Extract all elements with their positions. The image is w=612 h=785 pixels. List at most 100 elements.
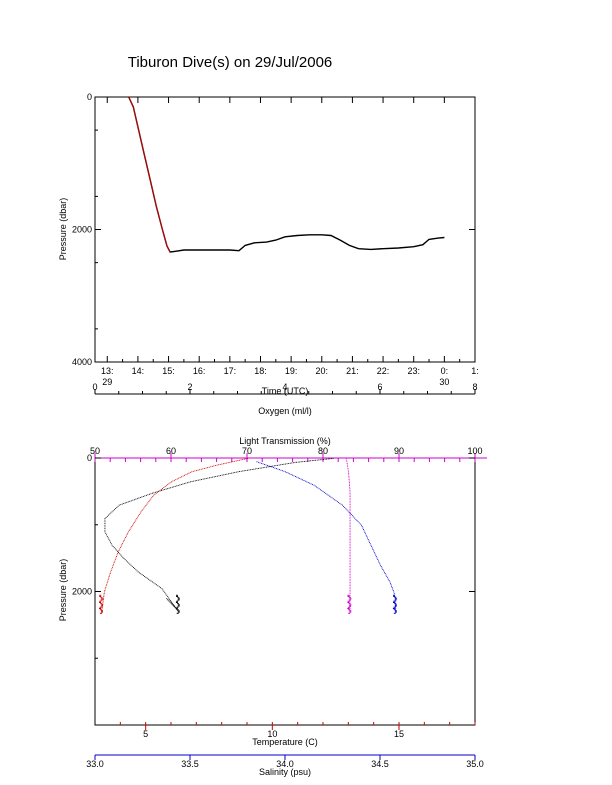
temperature-point bbox=[114, 560, 116, 562]
salinity-point bbox=[322, 491, 324, 492]
oxygen-point bbox=[277, 464, 278, 466]
oxygen-point bbox=[289, 462, 291, 464]
temperature-point bbox=[103, 597, 104, 599]
salinity-point bbox=[299, 478, 301, 479]
oxygen-point bbox=[266, 466, 267, 468]
oxygen-point bbox=[114, 509, 115, 511]
oxygen-profile bbox=[104, 458, 334, 614]
temperature-point bbox=[101, 604, 104, 606]
oxygen-point bbox=[221, 474, 223, 476]
oxygen-point bbox=[305, 460, 307, 462]
temperature-point bbox=[157, 491, 158, 493]
plot-time-pressure: 13:29 14: 15: 16: 17: 18: 19: 20: 21: 22: 23: 0:30 1… bbox=[58, 92, 479, 396]
light-tick-label: 90 bbox=[394, 446, 404, 456]
salinity-tick-label: 33.5 bbox=[181, 759, 199, 769]
temperature-point bbox=[100, 599, 103, 601]
oxygen-point bbox=[161, 490, 162, 491]
temperature-point bbox=[132, 524, 134, 526]
light-point bbox=[349, 609, 351, 611]
oxygen-point bbox=[302, 461, 304, 463]
salinity-point bbox=[394, 599, 397, 601]
temperature-point bbox=[109, 574, 111, 576]
oxygen-point bbox=[166, 594, 168, 596]
temperature-point bbox=[117, 553, 119, 554]
salinity-point bbox=[383, 570, 385, 572]
temperature-point bbox=[105, 586, 107, 588]
oxygen-point bbox=[171, 603, 173, 605]
temperature-point bbox=[159, 489, 161, 491]
temperature-point bbox=[139, 512, 141, 514]
oxygen-point bbox=[139, 497, 141, 498]
oxygen-point bbox=[283, 463, 285, 465]
oxygen-point bbox=[187, 482, 188, 484]
temperature-point bbox=[106, 583, 108, 585]
oxygen-point bbox=[127, 501, 129, 503]
oxygen-point bbox=[142, 575, 144, 576]
light-point bbox=[348, 597, 351, 599]
y-axis-label: Pressure (dbar) bbox=[58, 559, 68, 622]
light-point bbox=[349, 553, 351, 555]
temperature-point bbox=[103, 594, 105, 596]
oxygen-point bbox=[272, 465, 274, 467]
light-point bbox=[349, 562, 351, 564]
oxygen-point bbox=[300, 461, 302, 463]
light-point bbox=[349, 507, 351, 509]
salinity-point bbox=[325, 492, 327, 494]
oxygen-point bbox=[170, 602, 172, 604]
light-point bbox=[348, 603, 351, 605]
salinity-point bbox=[268, 465, 270, 467]
salinity-point bbox=[391, 585, 392, 587]
temperature-point bbox=[109, 573, 111, 574]
temperature-point bbox=[138, 515, 139, 517]
oxygen-point bbox=[307, 460, 309, 462]
temperature-point bbox=[120, 545, 122, 547]
series-lines bbox=[128, 96, 445, 253]
oxygen-point bbox=[111, 544, 113, 546]
oxygen-point bbox=[124, 502, 126, 504]
salinity-point bbox=[390, 584, 392, 586]
salinity-point bbox=[361, 524, 362, 526]
salinity-point bbox=[280, 469, 282, 471]
temperature-point bbox=[169, 482, 171, 484]
temperature-point bbox=[129, 528, 131, 530]
temperature-point bbox=[226, 462, 228, 464]
salinity-point bbox=[296, 476, 298, 478]
salinity-point bbox=[395, 604, 397, 606]
temperature-point bbox=[117, 551, 119, 553]
salinity-point bbox=[392, 590, 394, 591]
light-point bbox=[349, 518, 351, 520]
oxygen-point bbox=[147, 494, 149, 496]
salinity-point bbox=[392, 588, 394, 590]
oxygen-point bbox=[130, 500, 132, 502]
light-point bbox=[347, 594, 350, 596]
temperature-point bbox=[113, 563, 114, 565]
oxygen-point bbox=[273, 465, 275, 467]
salinity-point bbox=[344, 507, 346, 508]
temperature-point bbox=[101, 610, 103, 612]
oxygen-point bbox=[173, 605, 175, 607]
temperature-point bbox=[151, 497, 153, 499]
light-point bbox=[349, 580, 351, 582]
salinity-point bbox=[295, 476, 296, 477]
salinity-profile bbox=[256, 461, 398, 614]
temperature-point bbox=[107, 580, 109, 582]
temperature-point bbox=[100, 597, 103, 599]
oxygen-point bbox=[168, 597, 170, 599]
salinity-point bbox=[300, 478, 302, 480]
oxygen-point bbox=[141, 496, 143, 498]
temperature-point bbox=[131, 526, 133, 527]
salinity-point bbox=[395, 598, 398, 600]
light-point bbox=[349, 606, 351, 608]
oxygen-point bbox=[121, 503, 123, 505]
oxygen-point bbox=[136, 570, 138, 572]
temperature-point bbox=[128, 530, 130, 531]
oxygen-point bbox=[297, 461, 299, 463]
oxygen-point bbox=[175, 602, 178, 603]
oxygen-point bbox=[176, 606, 179, 608]
x-tick-label: 18: bbox=[254, 366, 267, 376]
oxygen-point bbox=[275, 465, 277, 466]
oxygen-point bbox=[115, 549, 117, 551]
oxygen-point bbox=[209, 477, 210, 479]
light-point bbox=[349, 483, 350, 485]
